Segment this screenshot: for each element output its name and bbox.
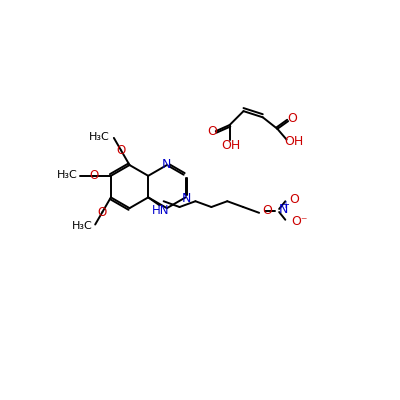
Text: O: O [287,112,297,125]
Text: +: + [280,200,288,210]
Text: HN: HN [152,204,169,217]
Text: O: O [116,144,126,157]
Text: H₃C: H₃C [72,221,93,231]
Text: O: O [262,204,272,217]
Text: O⁻: O⁻ [292,215,308,228]
Text: OH: OH [285,135,304,148]
Text: O: O [207,125,217,138]
Text: N: N [278,203,288,216]
Text: N: N [162,158,172,171]
Text: O: O [89,169,98,182]
Text: H₃C: H₃C [89,132,110,142]
Text: O: O [289,193,299,206]
Text: H₃C: H₃C [56,170,77,180]
Text: O: O [98,206,107,218]
Text: OH: OH [222,138,241,152]
Text: N: N [182,192,191,205]
